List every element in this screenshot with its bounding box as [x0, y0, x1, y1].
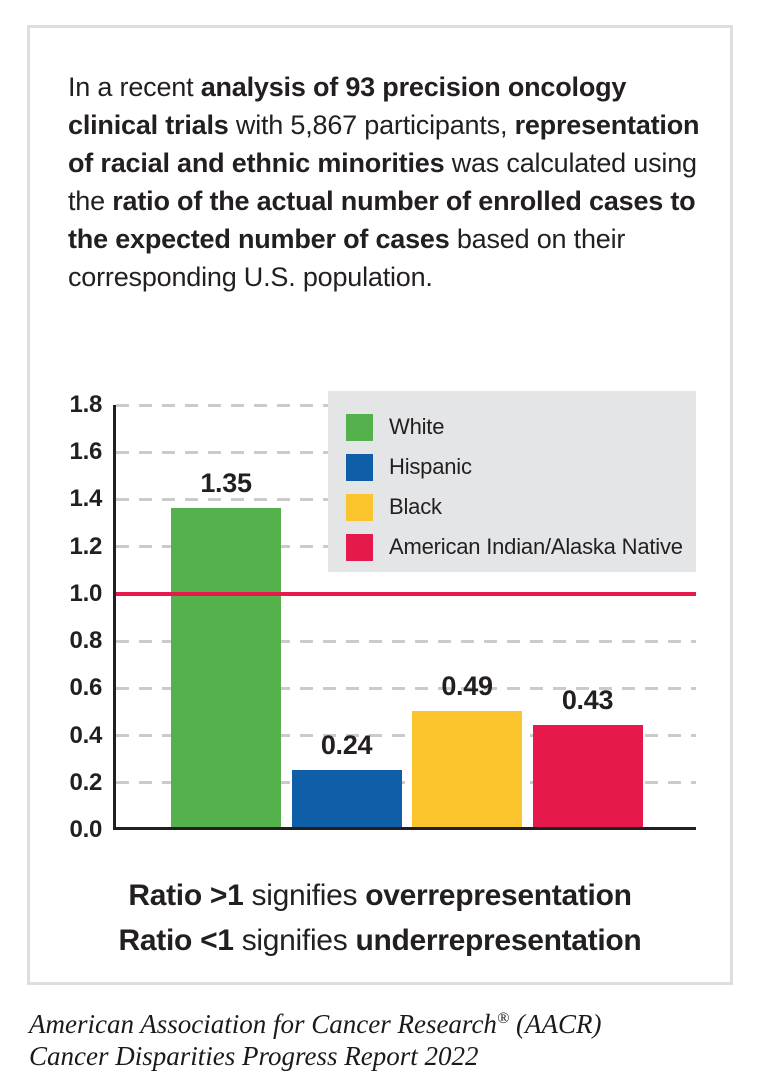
text-segment: with 5,867 participants,	[228, 110, 515, 140]
legend-item-american-indian-alaska-native: American Indian/Alaska Native	[346, 527, 696, 567]
legend-item-hispanic: Hispanic	[346, 447, 696, 487]
caption: Ratio >1 signifies overrepresentation Ra…	[30, 873, 730, 963]
text-segment: Ratio >1	[128, 879, 244, 912]
bar-value-american-indian-alaska-native: 0.43	[561, 685, 614, 716]
bar-value-white: 1.35	[200, 468, 252, 499]
legend-label-black: Black	[389, 494, 442, 519]
plot-area: 0.0 0.2 0.4 0.6 0.8 1.0 1.2 1.4 1.6 1.8 1.35 0.24 0.…	[70, 391, 696, 843]
bar-american-indian-alaska-native	[532, 725, 643, 827]
bar-hispanic	[291, 770, 402, 827]
source-attribution: American Association for Cancer Research…	[29, 1002, 601, 1072]
y-tick-0.2: 0.2	[69, 768, 103, 796]
y-tick-1.6: 1.6	[69, 438, 103, 466]
legend: White Hispanic Black American Indian/Alaska…	[328, 391, 696, 572]
y-tick-1.2: 1.2	[69, 532, 103, 560]
bar-white	[171, 508, 281, 827]
text-segment: signifies	[233, 924, 356, 957]
y-tick-0.8: 0.8	[69, 627, 103, 655]
bar-value-hispanic: 0.24	[320, 730, 373, 761]
text-segment: analysis of 93 precision oncology clinic…	[68, 72, 627, 140]
text-segment: signifies	[243, 879, 366, 912]
y-tick-0.0: 0.0	[69, 816, 103, 843]
source-line-2: Cancer Disparities Progress Report 2022	[29, 1041, 479, 1071]
text-segment: In a recent	[68, 72, 201, 102]
figure-card: In a recent analysis of 93 precision onc…	[27, 25, 733, 985]
source-line-1: American Association for Cancer Research…	[29, 1002, 601, 1040]
text-segment: (AACR)	[509, 1009, 602, 1039]
text-segment: Ratio <1	[118, 924, 234, 957]
text-segment: underrepresentation	[355, 924, 642, 957]
bar-chart: 0.0 0.2 0.4 0.6 0.8 1.0 1.2 1.4 1.6 1.8 1.35 0.24 0.…	[70, 391, 696, 843]
gridline-0.8	[116, 639, 696, 643]
bar-value-black: 0.49	[441, 671, 493, 702]
reference-line	[116, 591, 696, 596]
y-tick-0.4: 0.4	[69, 721, 103, 749]
legend-label-hispanic: Hispanic	[389, 454, 472, 479]
intro-text: In a recent analysis of 93 precision onc…	[68, 68, 700, 296]
y-tick-1.0: 1.0	[69, 579, 103, 607]
text-segment: representation of racial and ethnic mino…	[68, 110, 700, 178]
gridline-0.4	[116, 734, 696, 738]
text-segment: ratio of the actual number of enrolled c…	[68, 186, 696, 254]
text-segment: ®	[496, 1009, 510, 1027]
caption-line-1: Ratio >1 signifies overrepresentation	[30, 873, 730, 918]
caption-line-2: Ratio <1 signifies underrepresentation	[30, 918, 730, 963]
legend-swatch-black	[346, 493, 373, 521]
gridline-0.2	[116, 781, 696, 785]
text-segment: based on their corresponding U.S. popula…	[68, 224, 626, 292]
legend-item-black: Black	[346, 487, 696, 527]
y-tick-1.8: 1.8	[69, 391, 103, 418]
legend-swatch-hispanic	[346, 453, 373, 481]
legend-label-white: White	[389, 414, 445, 439]
text-segment: American Association for Cancer Research	[29, 1009, 497, 1039]
legend-item-white: White	[346, 407, 696, 447]
legend-label-american-indian-alaska-native: American Indian/Alaska Native	[389, 534, 683, 559]
text-segment: was calculated using the	[68, 148, 697, 216]
text-segment: overrepresentation	[365, 879, 632, 912]
bar-black	[412, 711, 522, 827]
gridline-0.6	[116, 686, 696, 690]
y-tick-0.6: 0.6	[69, 674, 103, 702]
y-tick-1.4: 1.4	[69, 485, 103, 513]
legend-swatch-american-indian-alaska-native	[346, 533, 373, 561]
legend-swatch-white	[346, 413, 373, 441]
